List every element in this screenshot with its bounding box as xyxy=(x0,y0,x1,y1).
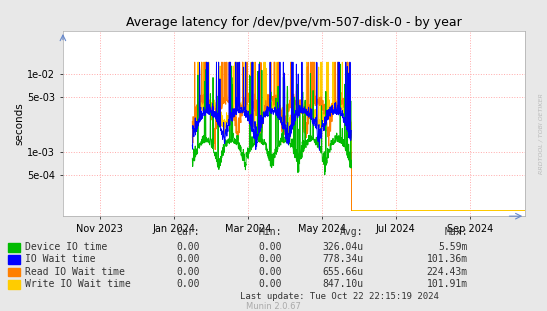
Text: 101.36m: 101.36m xyxy=(427,254,468,264)
Text: Last update: Tue Oct 22 22:15:19 2024: Last update: Tue Oct 22 22:15:19 2024 xyxy=(240,292,439,301)
Text: Device IO time: Device IO time xyxy=(25,242,107,252)
Y-axis label: seconds: seconds xyxy=(14,102,25,145)
Text: 224.43m: 224.43m xyxy=(427,267,468,277)
Text: 326.04u: 326.04u xyxy=(323,242,364,252)
Text: Avg:: Avg: xyxy=(340,227,364,237)
Text: 0.00: 0.00 xyxy=(258,242,282,252)
Text: IO Wait time: IO Wait time xyxy=(25,254,95,264)
Text: 0.00: 0.00 xyxy=(258,267,282,277)
Text: Read IO Wait time: Read IO Wait time xyxy=(25,267,125,277)
Title: Average latency for /dev/pve/vm-507-disk-0 - by year: Average latency for /dev/pve/vm-507-disk… xyxy=(126,16,462,29)
Text: Write IO Wait time: Write IO Wait time xyxy=(25,279,130,289)
Text: 0.00: 0.00 xyxy=(176,267,200,277)
Text: 0.00: 0.00 xyxy=(258,279,282,289)
Text: RRDTOOL / TOBI OETIKER: RRDTOOL / TOBI OETIKER xyxy=(538,93,543,174)
Text: Max:: Max: xyxy=(444,227,468,237)
Text: Cur:: Cur: xyxy=(176,227,200,237)
Text: Min:: Min: xyxy=(258,227,282,237)
Text: 847.10u: 847.10u xyxy=(323,279,364,289)
Text: 0.00: 0.00 xyxy=(258,254,282,264)
Text: 0.00: 0.00 xyxy=(176,242,200,252)
Text: Munin 2.0.67: Munin 2.0.67 xyxy=(246,302,301,311)
Text: 655.66u: 655.66u xyxy=(323,267,364,277)
Text: 778.34u: 778.34u xyxy=(323,254,364,264)
Text: 101.91m: 101.91m xyxy=(427,279,468,289)
Text: 5.59m: 5.59m xyxy=(438,242,468,252)
Text: 0.00: 0.00 xyxy=(176,254,200,264)
Text: 0.00: 0.00 xyxy=(176,279,200,289)
